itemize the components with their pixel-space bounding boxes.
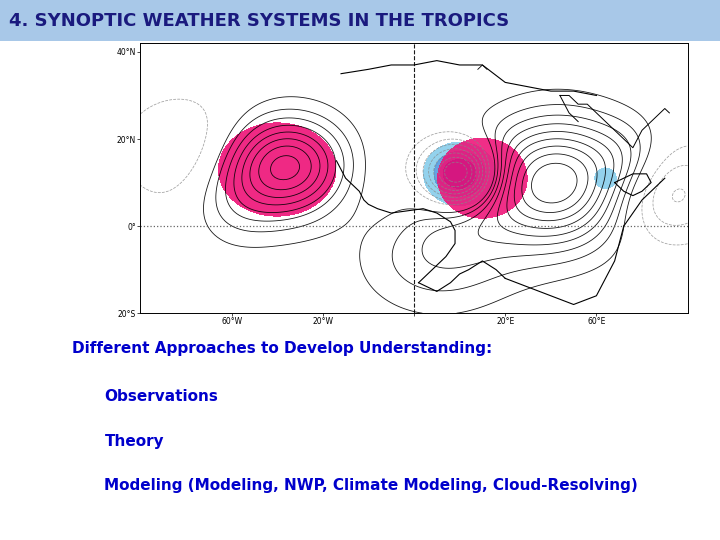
Text: Modeling (Modeling, NWP, Climate Modeling, Cloud-Resolving): Modeling (Modeling, NWP, Climate Modelin… xyxy=(104,478,638,493)
Text: Different Approaches to Develop Understanding:: Different Approaches to Develop Understa… xyxy=(72,341,492,356)
Text: Observations: Observations xyxy=(104,389,218,404)
Text: 4. SYNOPTIC WEATHER SYSTEMS IN THE TROPICS: 4. SYNOPTIC WEATHER SYSTEMS IN THE TROPI… xyxy=(9,11,509,30)
Text: Theory: Theory xyxy=(104,434,164,449)
